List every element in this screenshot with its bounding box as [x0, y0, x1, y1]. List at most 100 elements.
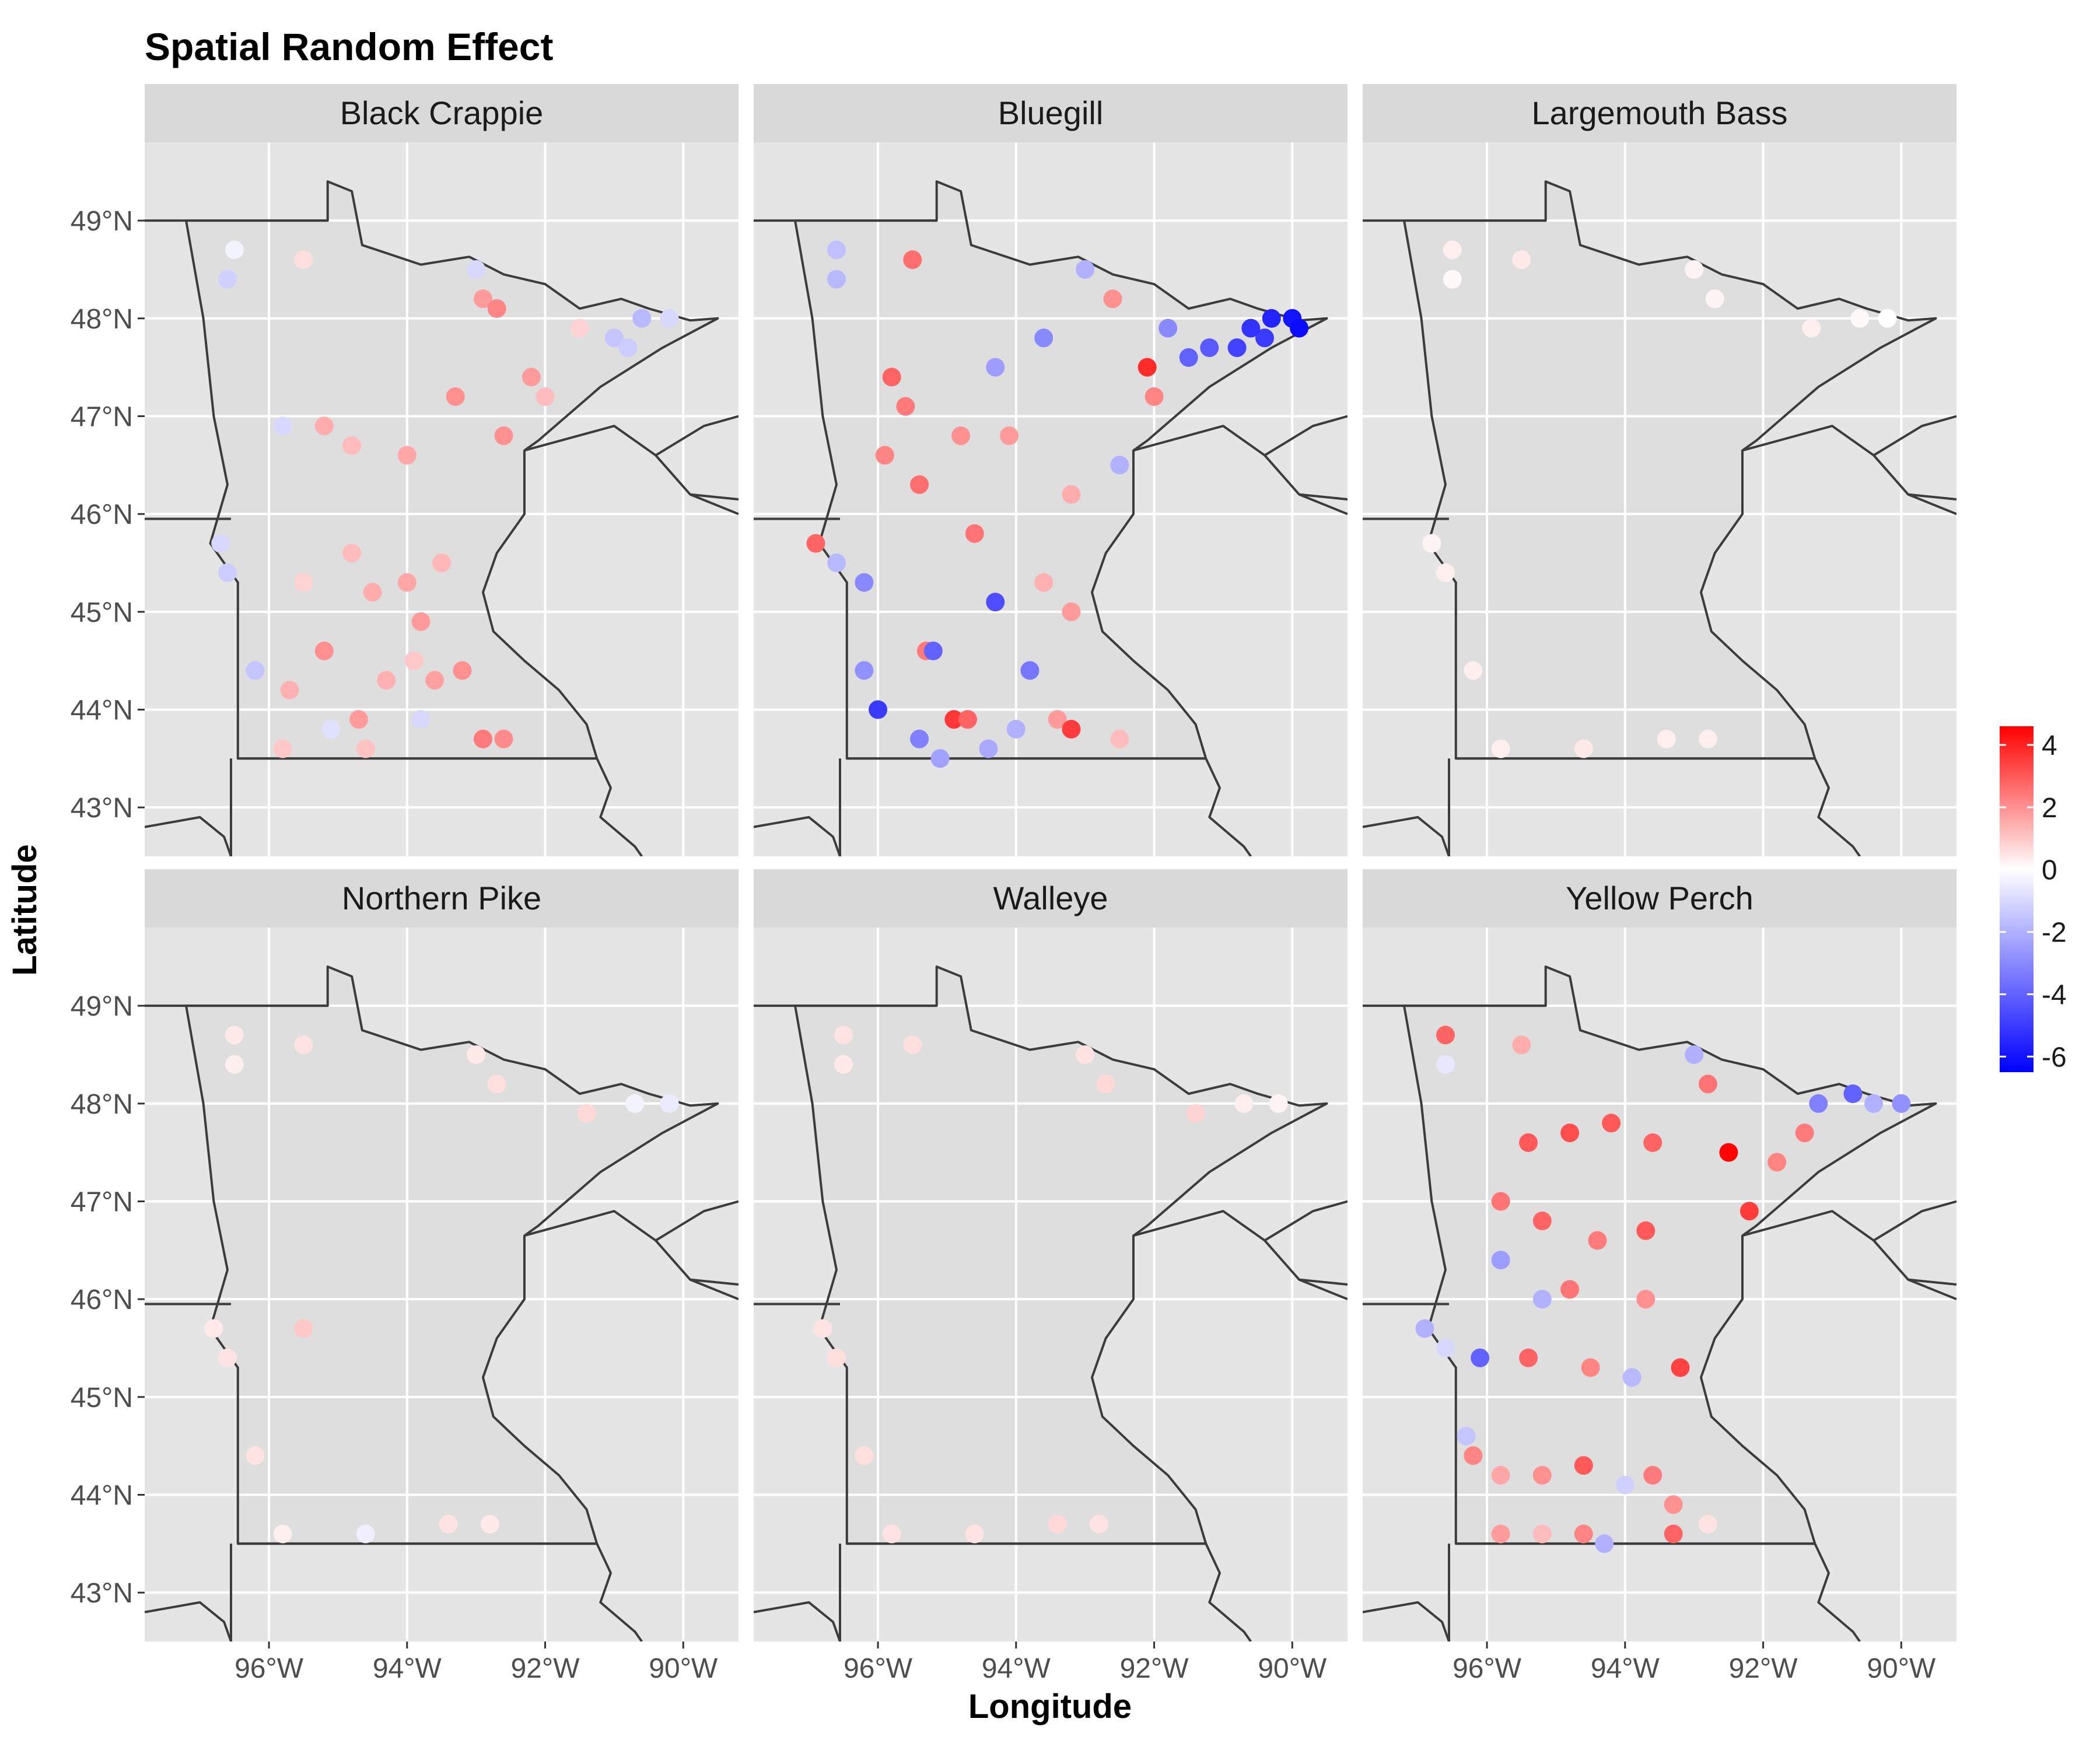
state-border-line [1205, 758, 1252, 856]
data-point [225, 240, 244, 260]
data-point [349, 710, 368, 729]
data-point [1698, 729, 1717, 748]
data-point [570, 318, 589, 338]
data-point [1138, 358, 1157, 377]
facet-panel: Largemouth Bass [1363, 84, 1957, 856]
y-tick-label: 45°N [71, 597, 133, 628]
data-point [363, 583, 382, 602]
state-border-line [690, 493, 738, 501]
data-point [1491, 1192, 1510, 1211]
data-point [211, 534, 230, 553]
data-point [1200, 338, 1219, 358]
data-point [1622, 1368, 1642, 1387]
state-border-minnesota [185, 180, 719, 760]
data-point [1006, 720, 1026, 738]
x-tick-label: 92°W [1729, 1653, 1798, 1684]
y-axis-title: Latitude [6, 844, 44, 976]
colorbar-tick-label: 2 [2042, 793, 2057, 824]
data-point [218, 563, 237, 582]
data-point [218, 1348, 237, 1367]
x-tick-label: 96°W [235, 1653, 304, 1684]
data-point [314, 416, 334, 436]
data-point [1740, 1202, 1759, 1221]
state-border-line [1908, 1278, 1957, 1286]
data-point [1491, 1466, 1510, 1485]
data-point [882, 1524, 901, 1544]
data-point [979, 739, 998, 758]
data-point [453, 661, 472, 680]
data-point [625, 1094, 645, 1113]
data-point [1850, 309, 1870, 328]
data-point [632, 309, 652, 328]
data-point [1574, 1524, 1593, 1544]
data-point [1491, 1524, 1510, 1544]
data-point [1262, 309, 1281, 328]
data-point [225, 1055, 244, 1074]
y-tick-label: 46°N [71, 1284, 133, 1315]
data-point [446, 387, 465, 406]
data-point [1664, 1495, 1683, 1514]
data-point [1048, 1514, 1067, 1534]
facet-panel: Yellow Perch 96°W 94°W 92°W 90°W [1363, 869, 1957, 1684]
state-border-line [1264, 1200, 1348, 1242]
state-border-line [690, 1278, 738, 1286]
colorbar-tick-label: -4 [2042, 979, 2067, 1010]
data-point [1436, 1026, 1455, 1045]
data-point [425, 671, 444, 690]
data-point [1685, 1045, 1704, 1064]
data-point [903, 250, 922, 270]
data-point [1096, 1074, 1115, 1094]
facet-strip [145, 869, 738, 928]
x-tick-label: 92°W [1120, 1653, 1189, 1684]
data-point [951, 426, 971, 445]
data-point [439, 1514, 458, 1534]
facet-strip-label: Bluegill [998, 94, 1104, 131]
data-point [225, 1026, 244, 1045]
facet-panel: Northern Pike 43°N 44°N 45°N 46°N 47°N 48°N 49°… [71, 869, 738, 1684]
y-tick-label: 44°N [71, 695, 133, 726]
x-tick-label: 90°W [649, 1653, 718, 1684]
y-tick-label: 44°N [71, 1480, 133, 1511]
data-point [855, 1446, 874, 1465]
data-point [1491, 1251, 1510, 1270]
data-point [875, 446, 894, 465]
panel-content [1363, 928, 1957, 1642]
data-point [855, 573, 874, 592]
data-point [910, 729, 929, 748]
data-point [1422, 534, 1441, 553]
data-point [474, 729, 492, 748]
data-point [1519, 1133, 1538, 1152]
plot-title: Spatial Random Effect [145, 25, 553, 68]
data-point [965, 524, 984, 543]
data-point [930, 749, 950, 768]
state-border-line [596, 1543, 643, 1642]
data-point [1519, 1348, 1538, 1367]
facet-strip [1363, 84, 1957, 142]
facet-strip-label: Black Crappie [340, 94, 544, 131]
data-point [204, 1319, 223, 1338]
data-point [273, 739, 292, 758]
data-point [1062, 485, 1081, 504]
y-tick-label: 46°N [71, 499, 133, 530]
facet-strip-label: Largemouth Bass [1532, 94, 1788, 131]
data-point [1512, 1035, 1531, 1055]
x-tick-label: 90°W [1258, 1653, 1327, 1684]
x-tick-label: 90°W [1867, 1653, 1936, 1684]
data-point [314, 641, 334, 660]
data-point [1464, 1446, 1483, 1465]
state-border-line [1264, 415, 1348, 457]
data-point [494, 426, 513, 445]
data-point [356, 739, 375, 758]
data-point [218, 270, 237, 289]
data-point [1255, 328, 1274, 348]
data-point [1234, 1094, 1254, 1113]
data-point [1020, 661, 1040, 680]
colorbar-bar [2000, 726, 2034, 1072]
data-point [827, 1348, 846, 1367]
data-point [273, 1524, 292, 1544]
data-point [1532, 1290, 1552, 1309]
data-point [903, 1035, 922, 1055]
data-point [910, 475, 929, 494]
data-point [1698, 1514, 1717, 1534]
